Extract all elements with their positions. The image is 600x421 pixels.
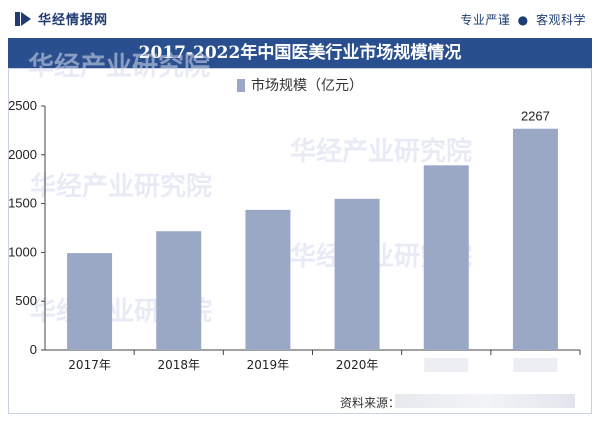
bar: [245, 209, 291, 350]
redacted-label: [424, 358, 469, 372]
bar: [423, 165, 469, 350]
bar: [512, 128, 558, 350]
brand-name: 华经情报网: [38, 13, 109, 28]
y-tick-label: 1500: [8, 196, 37, 211]
bar: [334, 198, 380, 350]
x-tick-label: 2019年: [247, 358, 290, 372]
brand[interactable]: 华经情报网: [14, 9, 108, 28]
x-tick-label: 2020年: [336, 358, 379, 372]
top-bar: 华经情报网 专业严谨 ● 客观科学: [0, 0, 600, 38]
watermark-text: 华经产业研究院: [28, 51, 210, 82]
bar: [67, 253, 113, 350]
legend-swatch: [237, 78, 245, 92]
y-tick-label: 2500: [8, 98, 37, 113]
source-label: 资料来源：: [340, 396, 401, 410]
plot-frame: [8, 68, 592, 414]
watermark-text: 华经产业研究院: [30, 171, 212, 202]
slogan-separator: ●: [517, 13, 529, 27]
logo-icon: [15, 11, 31, 26]
y-tick-label: 0: [30, 342, 37, 357]
watermark-text: 华经产业研究院: [290, 136, 472, 167]
slogan-left: 专业严谨: [460, 13, 511, 27]
redacted-label: [513, 358, 558, 372]
x-tick-label: 2018年: [157, 358, 200, 372]
slogan-right: 客观科学: [535, 13, 586, 27]
y-tick-label: 2000: [8, 147, 37, 162]
legend: 市场规模（亿元）: [237, 75, 363, 95]
source-redacted: [395, 394, 575, 408]
data-label: 2267: [521, 109, 550, 124]
bar: [156, 231, 202, 350]
legend-label: 市场规模（亿元）: [251, 78, 363, 94]
y-tick-label: 500: [15, 293, 37, 308]
y-tick-label: 1000: [8, 244, 37, 259]
chart-title: 2017-2022年中国医美行业市场规模情况: [8, 38, 592, 68]
slogan: 专业严谨 ● 客观科学: [460, 11, 586, 28]
x-tick-label: 2017年: [68, 358, 111, 372]
